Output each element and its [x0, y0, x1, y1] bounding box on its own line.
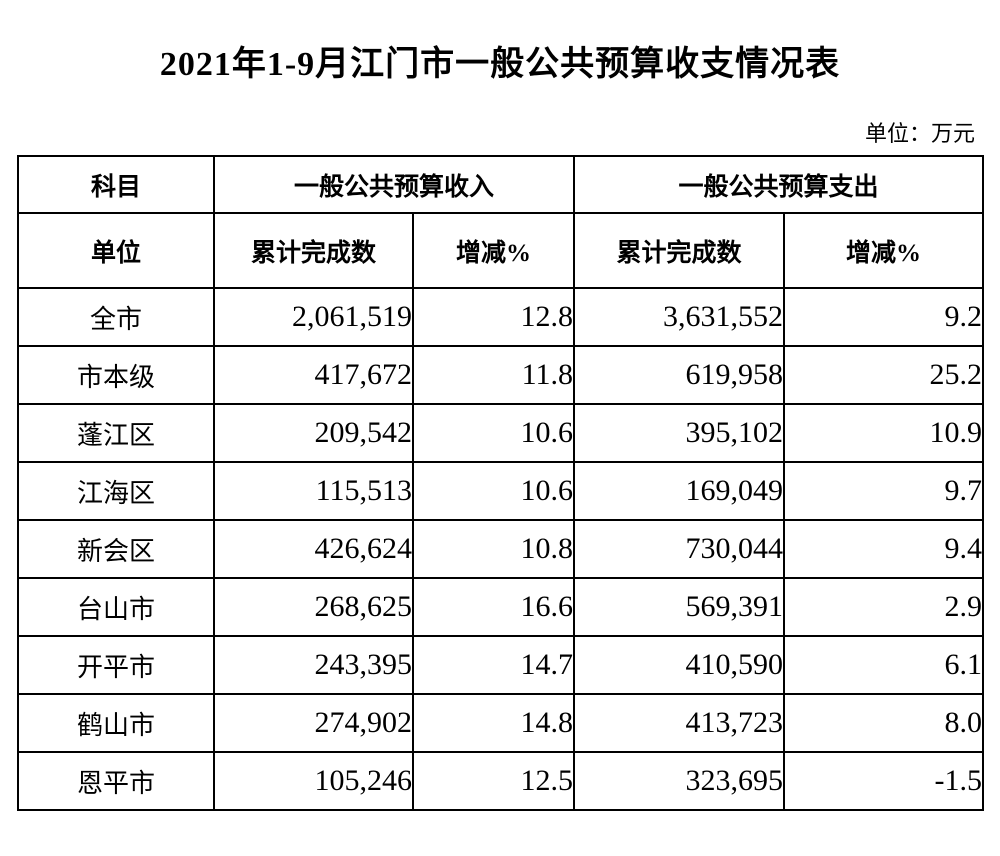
revenue-change-cell: 12.5 — [411, 751, 576, 811]
expenditure-amount-header-cell: 累计完成数 — [573, 212, 786, 289]
revenue-change-cell: 10.8 — [411, 519, 576, 579]
unit-cell: 市本级 — [17, 345, 215, 405]
expenditure-amount-cell: 730,044 — [573, 519, 786, 579]
unit-note: 单位：万元 — [864, 121, 975, 146]
expenditure-change-cell: 9.2 — [783, 287, 985, 347]
expenditure-amount-cell: 395,102 — [573, 403, 786, 463]
table-row: 开平市 243,395 14.7 410,590 6.1 — [17, 635, 985, 695]
expenditure-change-cell: 2.9 — [783, 577, 985, 637]
expenditure-change-cell: 25.2 — [783, 345, 985, 405]
table-header-row-groups: 科目 一般公共预算收入 一般公共预算支出 — [17, 155, 985, 214]
table-row: 全市 2,061,519 12.8 3,631,552 9.2 — [17, 287, 985, 347]
expenditure-amount-cell: 169,049 — [573, 461, 786, 521]
unit-cell: 全市 — [17, 287, 215, 347]
revenue-amount-cell: 243,395 — [213, 635, 414, 695]
revenue-amount-header-cell: 累计完成数 — [213, 212, 414, 289]
unit-cell: 新会区 — [17, 519, 215, 579]
expenditure-change-cell: 10.9 — [783, 403, 985, 463]
revenue-amount-cell: 105,246 — [213, 751, 414, 811]
revenue-change-cell: 10.6 — [411, 403, 576, 463]
expenditure-amount-cell: 410,590 — [573, 635, 786, 695]
revenue-change-cell: 10.6 — [411, 461, 576, 521]
revenue-change-cell: 12.8 — [411, 287, 576, 347]
table-row: 鹤山市 274,902 14.8 413,723 8.0 — [17, 693, 985, 753]
revenue-amount-cell: 2,061,519 — [213, 287, 414, 347]
expenditure-amount-cell: 3,631,552 — [573, 287, 786, 347]
page-title: 2021年1-9月江门市一般公共预算收支情况表 — [159, 46, 841, 83]
revenue-amount-cell: 268,625 — [213, 577, 414, 637]
budget-table: 科目 一般公共预算收入 一般公共预算支出 单位 累计完成数 增减% 累计完成数 … — [17, 155, 985, 811]
revenue-change-cell: 11.8 — [411, 345, 576, 405]
unit-cell: 鹤山市 — [17, 693, 215, 753]
unit-header-cell: 单位 — [17, 212, 215, 289]
expenditure-amount-cell: 323,695 — [573, 751, 786, 811]
table-row: 恩平市 105,246 12.5 323,695 -1.5 — [17, 751, 985, 811]
table-row: 市本级 417,672 11.8 619,958 25.2 — [17, 345, 985, 405]
unit-cell: 蓬江区 — [17, 403, 215, 463]
revenue-change-cell: 14.8 — [411, 693, 576, 753]
unit-cell: 台山市 — [17, 577, 215, 637]
table-header-row-columns: 单位 累计完成数 增减% 累计完成数 增减% — [17, 212, 985, 289]
revenue-amount-cell: 274,902 — [213, 693, 414, 753]
revenue-amount-cell: 417,672 — [213, 345, 414, 405]
subject-header-cell: 科目 — [17, 155, 215, 214]
expenditure-amount-cell: 569,391 — [573, 577, 786, 637]
table-row: 台山市 268,625 16.6 569,391 2.9 — [17, 577, 985, 637]
revenue-group-header-cell: 一般公共预算收入 — [212, 155, 576, 214]
table-row: 江海区 115,513 10.6 169,049 9.7 — [17, 461, 985, 521]
expenditure-group-header-cell: 一般公共预算支出 — [573, 155, 985, 214]
expenditure-amount-cell: 413,723 — [573, 693, 786, 753]
table-row: 新会区 426,624 10.8 730,044 9.4 — [17, 519, 985, 579]
unit-cell: 恩平市 — [17, 751, 215, 811]
revenue-amount-cell: 209,542 — [213, 403, 414, 463]
expenditure-change-cell: 9.4 — [783, 519, 985, 579]
revenue-change-cell: 16.6 — [411, 577, 576, 637]
revenue-amount-cell: 426,624 — [213, 519, 414, 579]
revenue-change-cell: 14.7 — [411, 635, 576, 695]
expenditure-amount-cell: 619,958 — [573, 345, 786, 405]
expenditure-change-header-cell: 增减% — [783, 212, 985, 289]
expenditure-change-cell: 9.7 — [783, 461, 985, 521]
unit-cell: 开平市 — [17, 635, 215, 695]
unit-cell: 江海区 — [17, 461, 215, 521]
expenditure-change-cell: 8.0 — [783, 693, 985, 753]
revenue-amount-cell: 115,513 — [213, 461, 414, 521]
expenditure-change-cell: 6.1 — [783, 635, 985, 695]
table-row: 蓬江区 209,542 10.6 395,102 10.9 — [17, 403, 985, 463]
expenditure-change-cell: -1.5 — [783, 751, 985, 811]
revenue-change-header-cell: 增减% — [411, 212, 576, 289]
